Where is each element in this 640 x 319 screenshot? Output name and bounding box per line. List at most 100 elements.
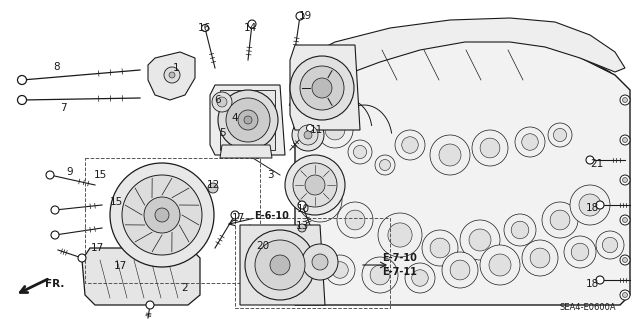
Circle shape xyxy=(244,116,252,124)
Circle shape xyxy=(450,260,470,280)
Text: 14: 14 xyxy=(243,23,257,33)
Text: 18: 18 xyxy=(586,203,598,213)
Circle shape xyxy=(255,240,305,290)
Circle shape xyxy=(257,241,264,249)
Text: E-7-10: E-7-10 xyxy=(383,253,417,263)
Circle shape xyxy=(51,206,59,214)
Polygon shape xyxy=(220,90,275,150)
Circle shape xyxy=(378,213,422,257)
Circle shape xyxy=(226,98,270,142)
Polygon shape xyxy=(290,45,360,130)
Circle shape xyxy=(212,92,232,112)
Circle shape xyxy=(442,252,478,288)
Circle shape xyxy=(348,140,372,164)
Polygon shape xyxy=(240,225,325,305)
Circle shape xyxy=(623,177,627,182)
Circle shape xyxy=(412,270,428,286)
Circle shape xyxy=(439,144,461,166)
Circle shape xyxy=(155,208,169,222)
Text: FR.: FR. xyxy=(45,279,65,289)
Circle shape xyxy=(370,265,390,285)
Text: 19: 19 xyxy=(298,11,312,21)
Circle shape xyxy=(511,221,529,239)
Polygon shape xyxy=(220,145,272,158)
Circle shape xyxy=(620,255,630,265)
Circle shape xyxy=(430,238,450,258)
Circle shape xyxy=(296,12,304,20)
Circle shape xyxy=(550,210,570,230)
Text: 3: 3 xyxy=(267,170,273,180)
Circle shape xyxy=(292,119,324,151)
Circle shape xyxy=(164,67,180,83)
Circle shape xyxy=(623,98,627,102)
Polygon shape xyxy=(82,248,200,305)
Circle shape xyxy=(208,183,218,193)
Text: 5: 5 xyxy=(220,128,227,138)
Text: 16: 16 xyxy=(197,23,211,33)
Polygon shape xyxy=(300,38,625,118)
Circle shape xyxy=(579,194,601,216)
Text: 10: 10 xyxy=(296,204,310,214)
Circle shape xyxy=(248,20,256,28)
Circle shape xyxy=(293,163,337,207)
Text: 15: 15 xyxy=(109,197,123,207)
Circle shape xyxy=(548,123,572,147)
Circle shape xyxy=(122,175,202,255)
Circle shape xyxy=(308,188,332,212)
Circle shape xyxy=(570,185,610,225)
Circle shape xyxy=(388,223,412,247)
Circle shape xyxy=(312,254,328,270)
Circle shape xyxy=(620,95,630,105)
Circle shape xyxy=(620,135,630,145)
Polygon shape xyxy=(295,38,630,305)
Circle shape xyxy=(78,254,86,262)
Circle shape xyxy=(298,125,318,145)
Circle shape xyxy=(596,231,624,259)
Circle shape xyxy=(231,211,239,219)
Circle shape xyxy=(305,175,325,195)
Circle shape xyxy=(298,224,306,232)
Circle shape xyxy=(554,129,566,142)
Circle shape xyxy=(602,237,618,253)
Circle shape xyxy=(620,215,630,225)
Circle shape xyxy=(472,130,508,166)
Circle shape xyxy=(430,135,470,175)
Polygon shape xyxy=(148,52,195,100)
Circle shape xyxy=(345,210,365,230)
Circle shape xyxy=(312,78,332,98)
Circle shape xyxy=(623,293,627,298)
Polygon shape xyxy=(210,85,285,155)
Circle shape xyxy=(131,241,139,249)
Circle shape xyxy=(298,178,342,222)
Circle shape xyxy=(46,171,54,179)
Bar xyxy=(235,218,390,308)
Circle shape xyxy=(480,245,520,285)
Circle shape xyxy=(337,202,373,238)
Circle shape xyxy=(51,231,59,239)
Circle shape xyxy=(146,301,154,309)
Text: 21: 21 xyxy=(590,159,604,169)
Text: 18: 18 xyxy=(586,279,598,289)
Polygon shape xyxy=(300,18,625,92)
Circle shape xyxy=(238,110,258,130)
Circle shape xyxy=(530,248,550,268)
Text: 17: 17 xyxy=(113,261,127,271)
Circle shape xyxy=(522,240,558,276)
Circle shape xyxy=(405,263,435,293)
Circle shape xyxy=(202,25,209,32)
Text: 9: 9 xyxy=(67,167,74,177)
Circle shape xyxy=(285,155,345,215)
Text: 12: 12 xyxy=(206,180,220,190)
Circle shape xyxy=(489,254,511,276)
Circle shape xyxy=(217,97,227,107)
Text: E-6-10: E-6-10 xyxy=(255,211,289,221)
Circle shape xyxy=(596,201,604,209)
Circle shape xyxy=(325,255,355,285)
Circle shape xyxy=(504,214,536,246)
Circle shape xyxy=(302,244,338,280)
Circle shape xyxy=(317,112,353,148)
Circle shape xyxy=(542,202,578,238)
Bar xyxy=(85,158,260,283)
Text: 6: 6 xyxy=(214,95,221,105)
Circle shape xyxy=(298,201,306,209)
